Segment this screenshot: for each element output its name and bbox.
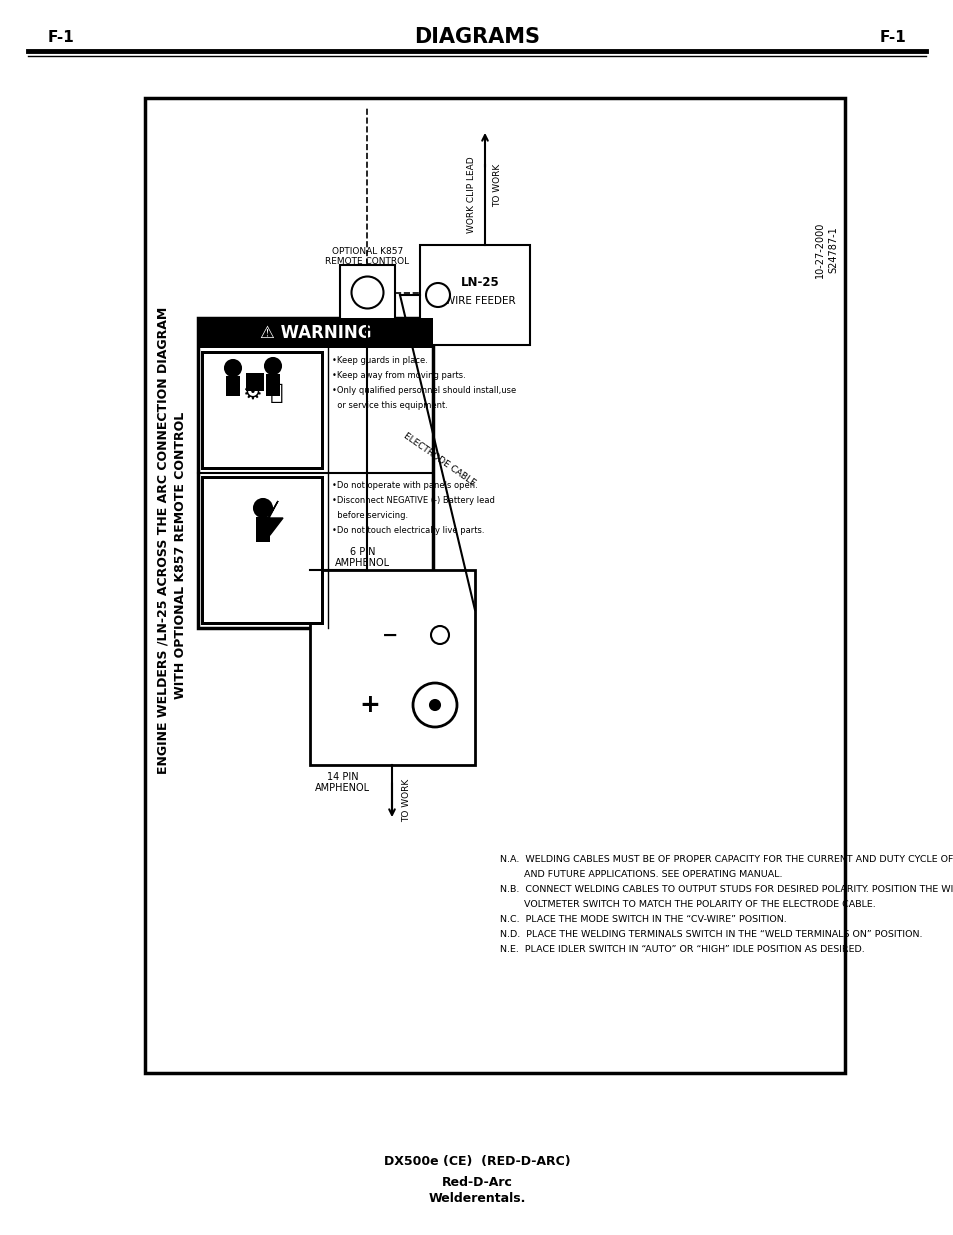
- Text: ELECTRODE CABLE: ELECTRODE CABLE: [402, 432, 477, 488]
- Circle shape: [225, 359, 241, 375]
- Text: LN-25: LN-25: [460, 277, 498, 289]
- Polygon shape: [260, 501, 283, 535]
- Text: before servicing.: before servicing.: [332, 511, 408, 520]
- Text: Red-D-Arc: Red-D-Arc: [441, 1176, 512, 1188]
- Text: +: +: [359, 693, 380, 718]
- Bar: [204, 354, 320, 467]
- Text: •Keep guards in place.: •Keep guards in place.: [332, 356, 428, 366]
- Text: TO WORK: TO WORK: [493, 163, 502, 206]
- Text: S24787-1: S24787-1: [827, 227, 837, 273]
- Circle shape: [430, 700, 439, 710]
- Text: AMPHENOL: AMPHENOL: [335, 558, 390, 568]
- Text: 14 PIN: 14 PIN: [326, 772, 358, 782]
- Bar: [198, 317, 433, 629]
- Text: WITH OPTIONAL K857 REMOTE CONTROL: WITH OPTIONAL K857 REMOTE CONTROL: [174, 411, 188, 699]
- Text: or service this equipment.: or service this equipment.: [332, 401, 447, 410]
- Bar: [266, 374, 280, 396]
- Bar: [201, 475, 324, 625]
- Text: VOLTMETER SWITCH TO MATCH THE POLARITY OF THE ELECTRODE CABLE.: VOLTMETER SWITCH TO MATCH THE POLARITY O…: [499, 900, 875, 909]
- Text: ⚠ WARNING: ⚠ WARNING: [259, 324, 371, 342]
- Circle shape: [265, 358, 281, 374]
- Bar: [204, 479, 320, 622]
- Bar: [246, 373, 264, 391]
- Bar: [145, 98, 844, 1073]
- Text: WORK CLIP LEAD: WORK CLIP LEAD: [467, 157, 476, 233]
- Bar: [201, 351, 324, 471]
- Text: REMOTE CONTROL: REMOTE CONTROL: [325, 257, 409, 266]
- Text: •Do not touch electrically live parts.: •Do not touch electrically live parts.: [332, 526, 484, 535]
- Bar: [226, 375, 240, 396]
- Bar: [310, 571, 475, 764]
- Text: DX500e (CE)  (RED-D-ARC): DX500e (CE) (RED-D-ARC): [383, 1156, 570, 1168]
- Text: F-1: F-1: [879, 30, 905, 44]
- Text: N.A.  WELDING CABLES MUST BE OF PROPER CAPACITY FOR THE CURRENT AND DUTY CYCLE O: N.A. WELDING CABLES MUST BE OF PROPER CA…: [499, 855, 953, 864]
- Text: −: −: [381, 625, 397, 645]
- Text: ⚙ 🔧: ⚙ 🔧: [242, 383, 283, 403]
- Bar: [255, 517, 270, 542]
- Text: WIRE FEEDER: WIRE FEEDER: [444, 296, 515, 306]
- Text: 6 PIN: 6 PIN: [350, 547, 375, 557]
- Text: N.E.  PLACE IDLER SWITCH IN “AUTO” OR “HIGH” IDLE POSITION AS DESIRED.: N.E. PLACE IDLER SWITCH IN “AUTO” OR “HI…: [499, 945, 863, 953]
- Text: ENGINE WELDERS /LN-25 ACROSS THE ARC CONNECTION DIAGRAM: ENGINE WELDERS /LN-25 ACROSS THE ARC CON…: [156, 306, 170, 773]
- Text: •Keep away from moving parts.: •Keep away from moving parts.: [332, 370, 465, 380]
- Circle shape: [426, 283, 450, 308]
- Text: Welderentals.: Welderentals.: [428, 1193, 525, 1205]
- Text: F-1: F-1: [48, 30, 74, 44]
- Text: N.B.  CONNECT WELDING CABLES TO OUTPUT STUDS FOR DESIRED POLARITY. POSITION THE : N.B. CONNECT WELDING CABLES TO OUTPUT ST…: [499, 885, 953, 894]
- Text: N.D.  PLACE THE WELDING TERMINALS SWITCH IN THE “WELD TERMINALS ON” POSITION.: N.D. PLACE THE WELDING TERMINALS SWITCH …: [499, 930, 922, 939]
- Circle shape: [431, 626, 449, 643]
- Text: DIAGRAMS: DIAGRAMS: [414, 27, 539, 47]
- Bar: [419, 245, 530, 345]
- Text: •Disconnect NEGATIVE (-) Battery lead: •Disconnect NEGATIVE (-) Battery lead: [332, 496, 495, 505]
- Circle shape: [413, 683, 456, 727]
- Text: OPTIONAL K857: OPTIONAL K857: [332, 247, 403, 256]
- Circle shape: [351, 277, 383, 309]
- Text: AND FUTURE APPLICATIONS. SEE OPERATING MANUAL.: AND FUTURE APPLICATIONS. SEE OPERATING M…: [499, 869, 781, 879]
- Text: 10-27-2000: 10-27-2000: [814, 222, 824, 278]
- Text: N.C.  PLACE THE MODE SWITCH IN THE “CV-WIRE” POSITION.: N.C. PLACE THE MODE SWITCH IN THE “CV-WI…: [499, 915, 786, 924]
- Text: AMPHENOL: AMPHENOL: [314, 783, 370, 793]
- Text: •Do not operate with panels open.: •Do not operate with panels open.: [332, 480, 477, 490]
- Text: •Only qualified personnel should install,use: •Only qualified personnel should install…: [332, 387, 516, 395]
- Circle shape: [253, 499, 272, 517]
- Text: TO WORK: TO WORK: [402, 778, 411, 821]
- Bar: [339, 266, 395, 320]
- Bar: [198, 317, 433, 348]
